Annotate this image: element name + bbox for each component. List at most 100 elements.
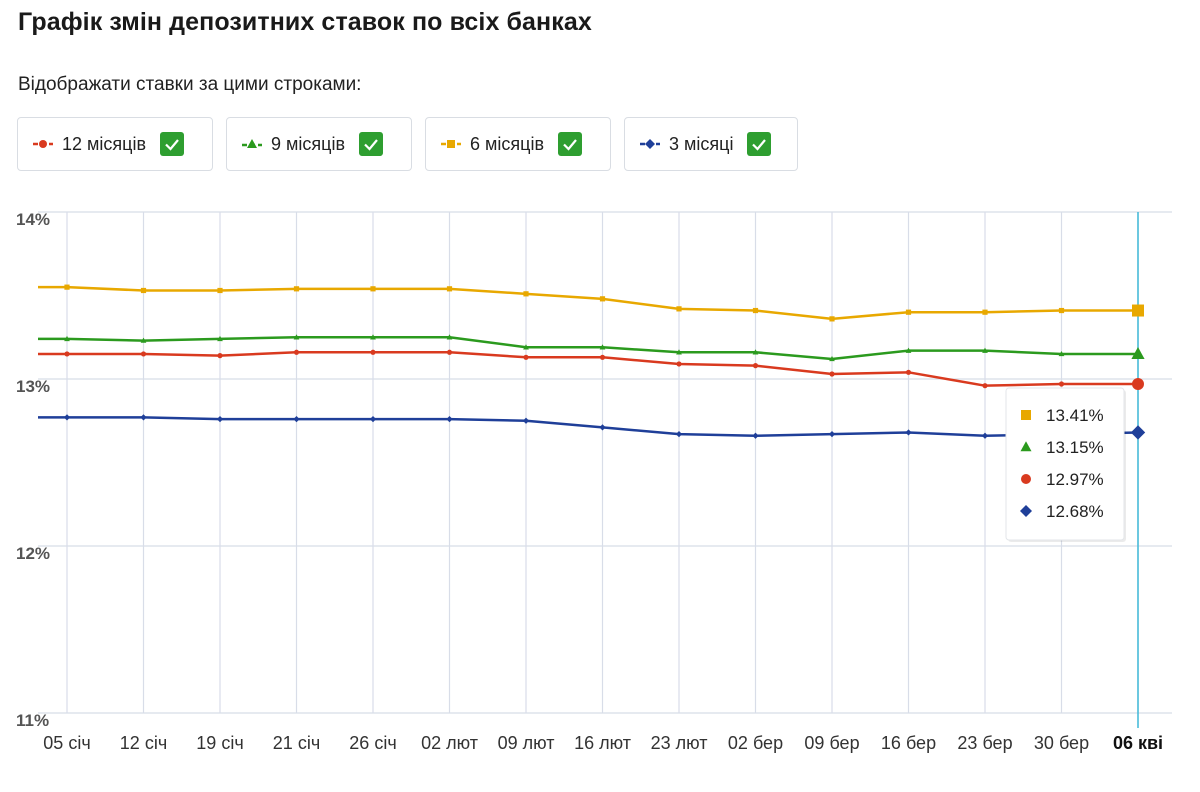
data-point-circle <box>523 354 529 360</box>
data-point-triangle <box>752 349 759 355</box>
square-marker-icon <box>441 140 461 148</box>
x-tick-label: 05 січ <box>43 733 90 753</box>
data-point-square <box>64 284 70 290</box>
data-point-triangle <box>446 334 453 340</box>
data-point-circle <box>829 371 835 377</box>
data-point-triangle <box>140 337 147 343</box>
x-tick-label: 02 бер <box>728 733 783 753</box>
data-point-circle <box>293 349 300 355</box>
data-point-triangle <box>523 344 529 350</box>
data-point-diamond <box>369 415 377 423</box>
data-point-circle <box>982 383 988 389</box>
data-point-circle <box>599 354 606 360</box>
tooltip-square-icon <box>1021 410 1031 420</box>
data-point-circle <box>676 361 682 367</box>
legend-label: 9 місяців <box>271 133 346 154</box>
x-tick-label: 09 бер <box>804 733 859 753</box>
y-tick-label: 14% <box>16 210 50 229</box>
checkbox-checked-icon[interactable] <box>747 132 772 156</box>
legend-caption: Відображати ставки за цими строками: <box>18 74 362 95</box>
data-point-circle <box>1058 381 1065 387</box>
data-point-circle <box>140 351 147 357</box>
data-point-diamond <box>828 430 836 438</box>
y-tick-label: 12% <box>16 544 50 563</box>
data-point-square <box>676 306 682 312</box>
legend-toggle-3-months[interactable]: 3 місяці <box>624 117 798 171</box>
data-point-diamond <box>599 424 606 431</box>
data-point-triangle <box>599 344 606 350</box>
legend-toggle-12-months[interactable]: 12 місяців <box>17 117 213 171</box>
tooltip-value: 12.68% <box>1046 502 1104 521</box>
legend-label: 6 місяців <box>470 133 545 154</box>
legend-toggle-9-months[interactable]: 9 місяців <box>226 117 412 171</box>
tooltip-diamond-icon <box>1020 505 1032 517</box>
data-point-diamond <box>446 415 453 423</box>
data-point-triangle <box>370 334 376 340</box>
data-point-triangle <box>1058 350 1065 357</box>
checkbox-checked-icon[interactable] <box>558 132 583 156</box>
x-tick-label: 23 бер <box>957 733 1012 753</box>
data-point-circle <box>370 349 376 355</box>
data-point-triangle <box>905 347 912 353</box>
data-point-square <box>140 287 147 294</box>
series-line-circle <box>38 351 1138 387</box>
data-point-circle <box>217 353 223 359</box>
x-tick-label: 19 січ <box>196 733 243 753</box>
data-point-diamond <box>63 414 71 421</box>
data-point-triangle <box>676 349 682 355</box>
legend-toggle-6-months[interactable]: 6 місяців <box>425 117 611 171</box>
data-point-circle <box>446 349 453 355</box>
data-point-diamond <box>752 432 759 439</box>
page-title: Графік змін депозитних ставок по всіх ба… <box>18 8 592 36</box>
data-point-diamond <box>293 415 300 423</box>
data-point-square <box>217 287 223 294</box>
x-tick-label: 06 кві <box>1113 733 1163 753</box>
tooltip-box <box>1005 387 1125 541</box>
tooltip-value: 12.97% <box>1046 470 1104 489</box>
data-point-diamond <box>675 430 683 438</box>
data-point-square <box>1132 304 1144 317</box>
data-point-diamond <box>216 415 224 423</box>
diamond-marker-icon <box>640 139 660 149</box>
tooltip-triangle-icon <box>1020 441 1032 452</box>
tooltip-value: 13.41% <box>1046 406 1104 425</box>
x-tick-label: 26 січ <box>349 733 396 753</box>
x-tick-label: 16 бер <box>881 733 936 753</box>
data-point-diamond <box>522 417 530 424</box>
data-point-circle <box>752 363 759 369</box>
y-tick-label: 13% <box>16 377 50 396</box>
data-point-square <box>1058 307 1065 314</box>
data-point-diamond <box>905 429 912 436</box>
legend-label: 12 місяців <box>62 133 147 154</box>
checkbox-checked-icon[interactable] <box>160 132 185 156</box>
circle-marker-icon <box>33 140 53 148</box>
data-point-square <box>523 291 529 297</box>
data-point-triangle <box>829 355 835 362</box>
triangle-marker-icon <box>242 139 262 148</box>
data-point-circle <box>1132 378 1144 391</box>
data-point-square <box>446 286 453 292</box>
checkbox-checked-icon[interactable] <box>359 132 384 156</box>
data-point-circle <box>905 369 912 375</box>
data-point-triangle <box>982 347 988 353</box>
tooltip-circle-icon <box>1021 474 1031 484</box>
tooltip-value: 13.15% <box>1046 438 1104 457</box>
legend-label: 3 місяці <box>669 133 734 154</box>
data-point-triangle <box>217 335 223 342</box>
data-point-diamond <box>140 414 147 421</box>
data-point-diamond <box>1130 425 1146 440</box>
data-point-square <box>829 316 835 322</box>
data-point-square <box>293 286 300 292</box>
x-tick-label: 21 січ <box>273 733 320 753</box>
series-line-diamond <box>38 416 1139 438</box>
data-point-square <box>752 307 759 314</box>
x-tick-label: 16 лют <box>574 733 631 753</box>
data-point-circle <box>64 351 70 357</box>
series-line-triangle <box>38 336 1138 361</box>
data-point-square <box>982 309 988 315</box>
data-point-square <box>905 309 912 315</box>
x-tick-label: 23 лют <box>651 733 708 753</box>
x-tick-label: 09 лют <box>498 733 555 753</box>
data-point-triangle <box>1131 347 1145 360</box>
